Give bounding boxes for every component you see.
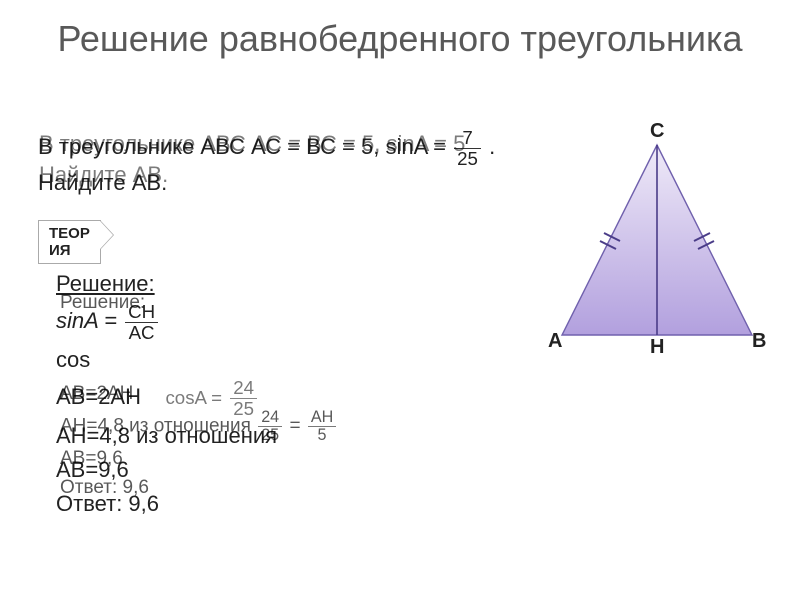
- ov-b-frac1: 24 25: [256, 409, 284, 444]
- overlay-line1: В треугольнике АВС АС = ВС = 5, sinA = 5: [39, 131, 465, 156]
- vertex-a-label: A: [548, 330, 562, 353]
- triangle-svg: [542, 130, 772, 370]
- ov-b: АН=4,8 из отношения 24 25 = AH 5: [60, 409, 480, 444]
- ov-a: АВ=2АН: [60, 379, 480, 408]
- ov-b-frac2: AH 5: [306, 409, 338, 444]
- ov-h: Решение:: [60, 288, 480, 317]
- ov-b-num1: 24: [258, 409, 282, 427]
- vertex-b-label: B: [752, 330, 766, 353]
- ov-b-eq: =: [289, 415, 300, 436]
- slide-title: Решение равнобедренного треугольника: [0, 18, 800, 60]
- triangle-figure: C A B H: [542, 130, 772, 370]
- ov-b-num2: AH: [308, 409, 336, 427]
- solution-overlay: Решение: АВ=2АН АН=4,8 из отношения 24 2…: [60, 288, 480, 503]
- theory-tag-label: ТЕОР ИЯ: [49, 225, 90, 259]
- problem-statement-overlay: В треугольнике АВС АС = ВС = 5, sinA = 5…: [39, 129, 539, 191]
- overlay-line2: Найдите АВ.: [39, 162, 168, 187]
- ov-c: АВ=9,6: [60, 444, 480, 473]
- vertex-h-label: H: [650, 336, 664, 359]
- ov-b-prefix: АН=4,8 из отношения: [60, 415, 251, 436]
- theory-tag-arrow: [100, 221, 113, 249]
- vertex-c-label: C: [650, 120, 664, 143]
- ov-b-den2: 5: [308, 427, 336, 444]
- ov-b-den1: 25: [258, 427, 282, 444]
- theory-tag[interactable]: ТЕОР ИЯ: [38, 220, 101, 264]
- ov-d: Ответ: 9,6: [60, 473, 480, 502]
